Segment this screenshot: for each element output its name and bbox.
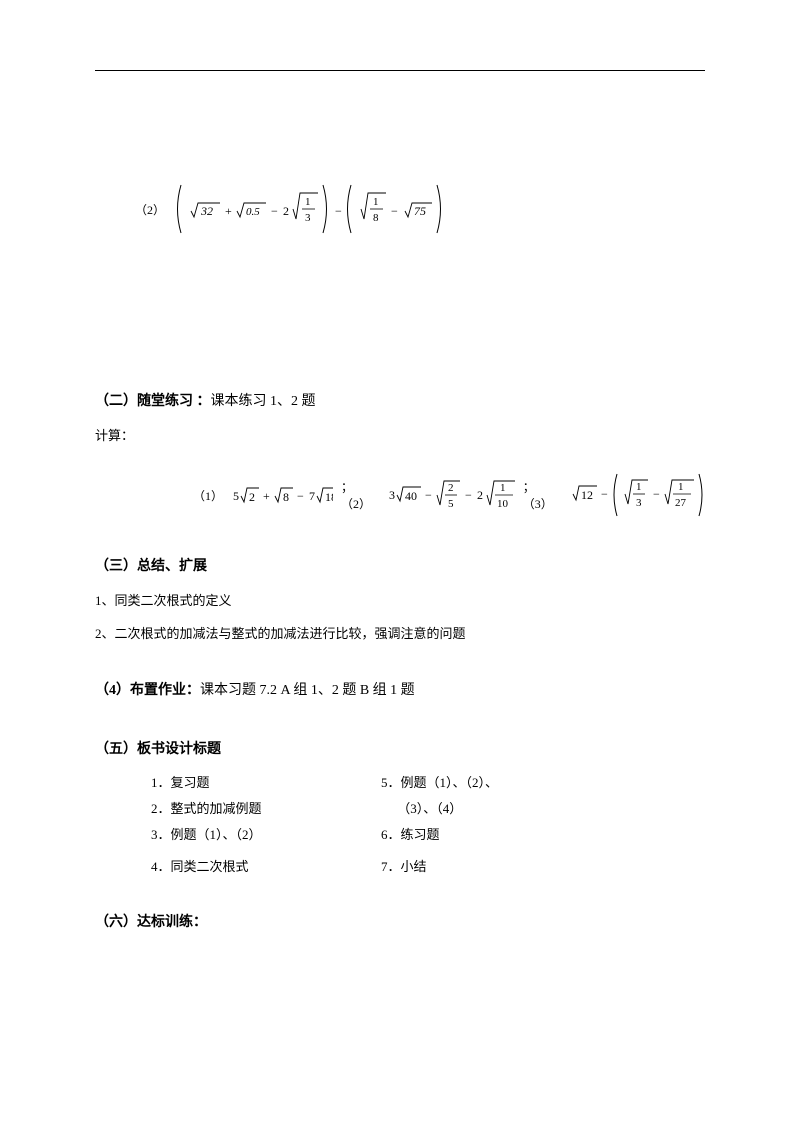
section-3-l1: 1、同类二次根式的定义 (95, 587, 705, 616)
svg-text:1: 1 (678, 481, 684, 493)
svg-text:8: 8 (373, 212, 379, 224)
section-2: （二）随堂练习 ：课本练习 1、2 题 计算： (95, 387, 705, 450)
svg-text:1: 1 (500, 482, 506, 494)
section-5-left: 1．复习题 2．整式的加减例题 3．例题（1）、（2） 4．同类二次根式 (151, 770, 381, 880)
section-3-l2: 2、二次根式的加减法与整式的加减法进行比较，强调注意的问题 (95, 620, 705, 649)
p1-label: （1） (193, 487, 223, 504)
svg-text:10: 10 (497, 498, 509, 510)
svg-text:32: 32 (200, 204, 213, 218)
section-4: （4）布置作业：课本习题 7.2 A 组 1、2 题 B 组 1 题 (95, 676, 705, 707)
section-3: （三）总结、扩展 1、同类二次根式的定义 2、二次根式的加减法与整式的加减法进行… (95, 552, 705, 648)
section-2-calc: 计算： (95, 422, 705, 451)
equation-2: （2） 32 + 0.5 − 2 1 3 − 1 (135, 181, 705, 237)
list-item: 5．例题（1）、（2）、 (381, 770, 611, 796)
practice-row: （1） 5 2 + 8 − 7 18 ； （2） 3 40 − 2 5 − 2 (185, 470, 705, 520)
svg-text:−: − (425, 488, 432, 502)
svg-text:75: 75 (414, 204, 426, 218)
list-item: 6．练习题 (381, 822, 611, 848)
section-2-head: （二）随堂练习 ：课本练习 1、2 题 (95, 387, 705, 418)
section-6-head: （六）达标训练： (95, 908, 705, 939)
eq2-svg: 32 + 0.5 − 2 1 3 − 1 8 − 75 (171, 181, 471, 237)
section-5-head: （五）板书设计标题 (95, 735, 705, 766)
top-rule (95, 70, 705, 71)
svg-text:7: 7 (309, 489, 315, 503)
svg-text:1: 1 (636, 481, 642, 493)
svg-text:5: 5 (448, 498, 454, 510)
svg-text:3: 3 (389, 488, 395, 502)
svg-text:2: 2 (249, 490, 255, 504)
svg-text:0.5: 0.5 (246, 206, 260, 218)
svg-text:40: 40 (405, 489, 417, 503)
svg-text:−: − (391, 204, 398, 218)
section-4-head: （4）布置作业： (95, 683, 200, 698)
svg-text:−: − (465, 488, 472, 502)
svg-text:−: − (335, 204, 342, 218)
svg-text:−: − (271, 204, 278, 218)
list-item: 4．同类二次根式 (151, 854, 381, 880)
svg-text:5: 5 (233, 489, 239, 503)
svg-text:3: 3 (305, 212, 311, 224)
p3-svg: 12 − 1 3 − 1 27 (569, 470, 705, 520)
svg-text:1: 1 (373, 196, 379, 208)
list-item: 3．例题（1）、（2） (151, 822, 381, 848)
list-item: （3）、（4） (381, 796, 611, 822)
section-4-rest: 课本习题 7.2 A 组 1、2 题 B 组 1 题 (200, 683, 415, 698)
svg-text:12: 12 (581, 488, 593, 502)
section-6: （六）达标训练： (95, 908, 705, 939)
p1-svg: 5 2 + 8 − 7 18 (231, 480, 333, 510)
list-item: 2．整式的加减例题 (151, 796, 381, 822)
svg-text:1: 1 (305, 196, 311, 208)
svg-text:−: − (297, 489, 304, 503)
section-5: （五）板书设计标题 1．复习题 2．整式的加减例题 3．例题（1）、（2） 4．… (95, 735, 705, 880)
eq2-label: （2） (135, 201, 165, 218)
p2-label: ； （2） (341, 478, 379, 512)
svg-text:18: 18 (325, 490, 333, 504)
svg-text:−: − (653, 487, 660, 501)
p2-svg: 3 40 − 2 5 − 2 1 10 (387, 473, 514, 517)
svg-text:27: 27 (675, 497, 687, 509)
section-3-head: （三）总结、扩展 (95, 552, 705, 583)
section-5-cols: 1．复习题 2．整式的加减例题 3．例题（1）、（2） 4．同类二次根式 5．例… (151, 770, 705, 880)
svg-text:−: − (601, 487, 608, 501)
svg-text:+: + (263, 489, 270, 503)
list-item: 1．复习题 (151, 770, 381, 796)
svg-text:2: 2 (283, 204, 289, 218)
svg-text:2: 2 (448, 482, 454, 494)
svg-text:8: 8 (283, 490, 289, 504)
section-5-right: 5．例题（1）、（2）、 （3）、（4） 6．练习题 7．小结 (381, 770, 611, 880)
svg-text:3: 3 (636, 497, 642, 509)
p3-label: ； （3） (523, 478, 561, 512)
list-item: 7．小结 (381, 854, 611, 880)
svg-text:2: 2 (477, 488, 483, 502)
svg-text:+: + (225, 204, 232, 218)
